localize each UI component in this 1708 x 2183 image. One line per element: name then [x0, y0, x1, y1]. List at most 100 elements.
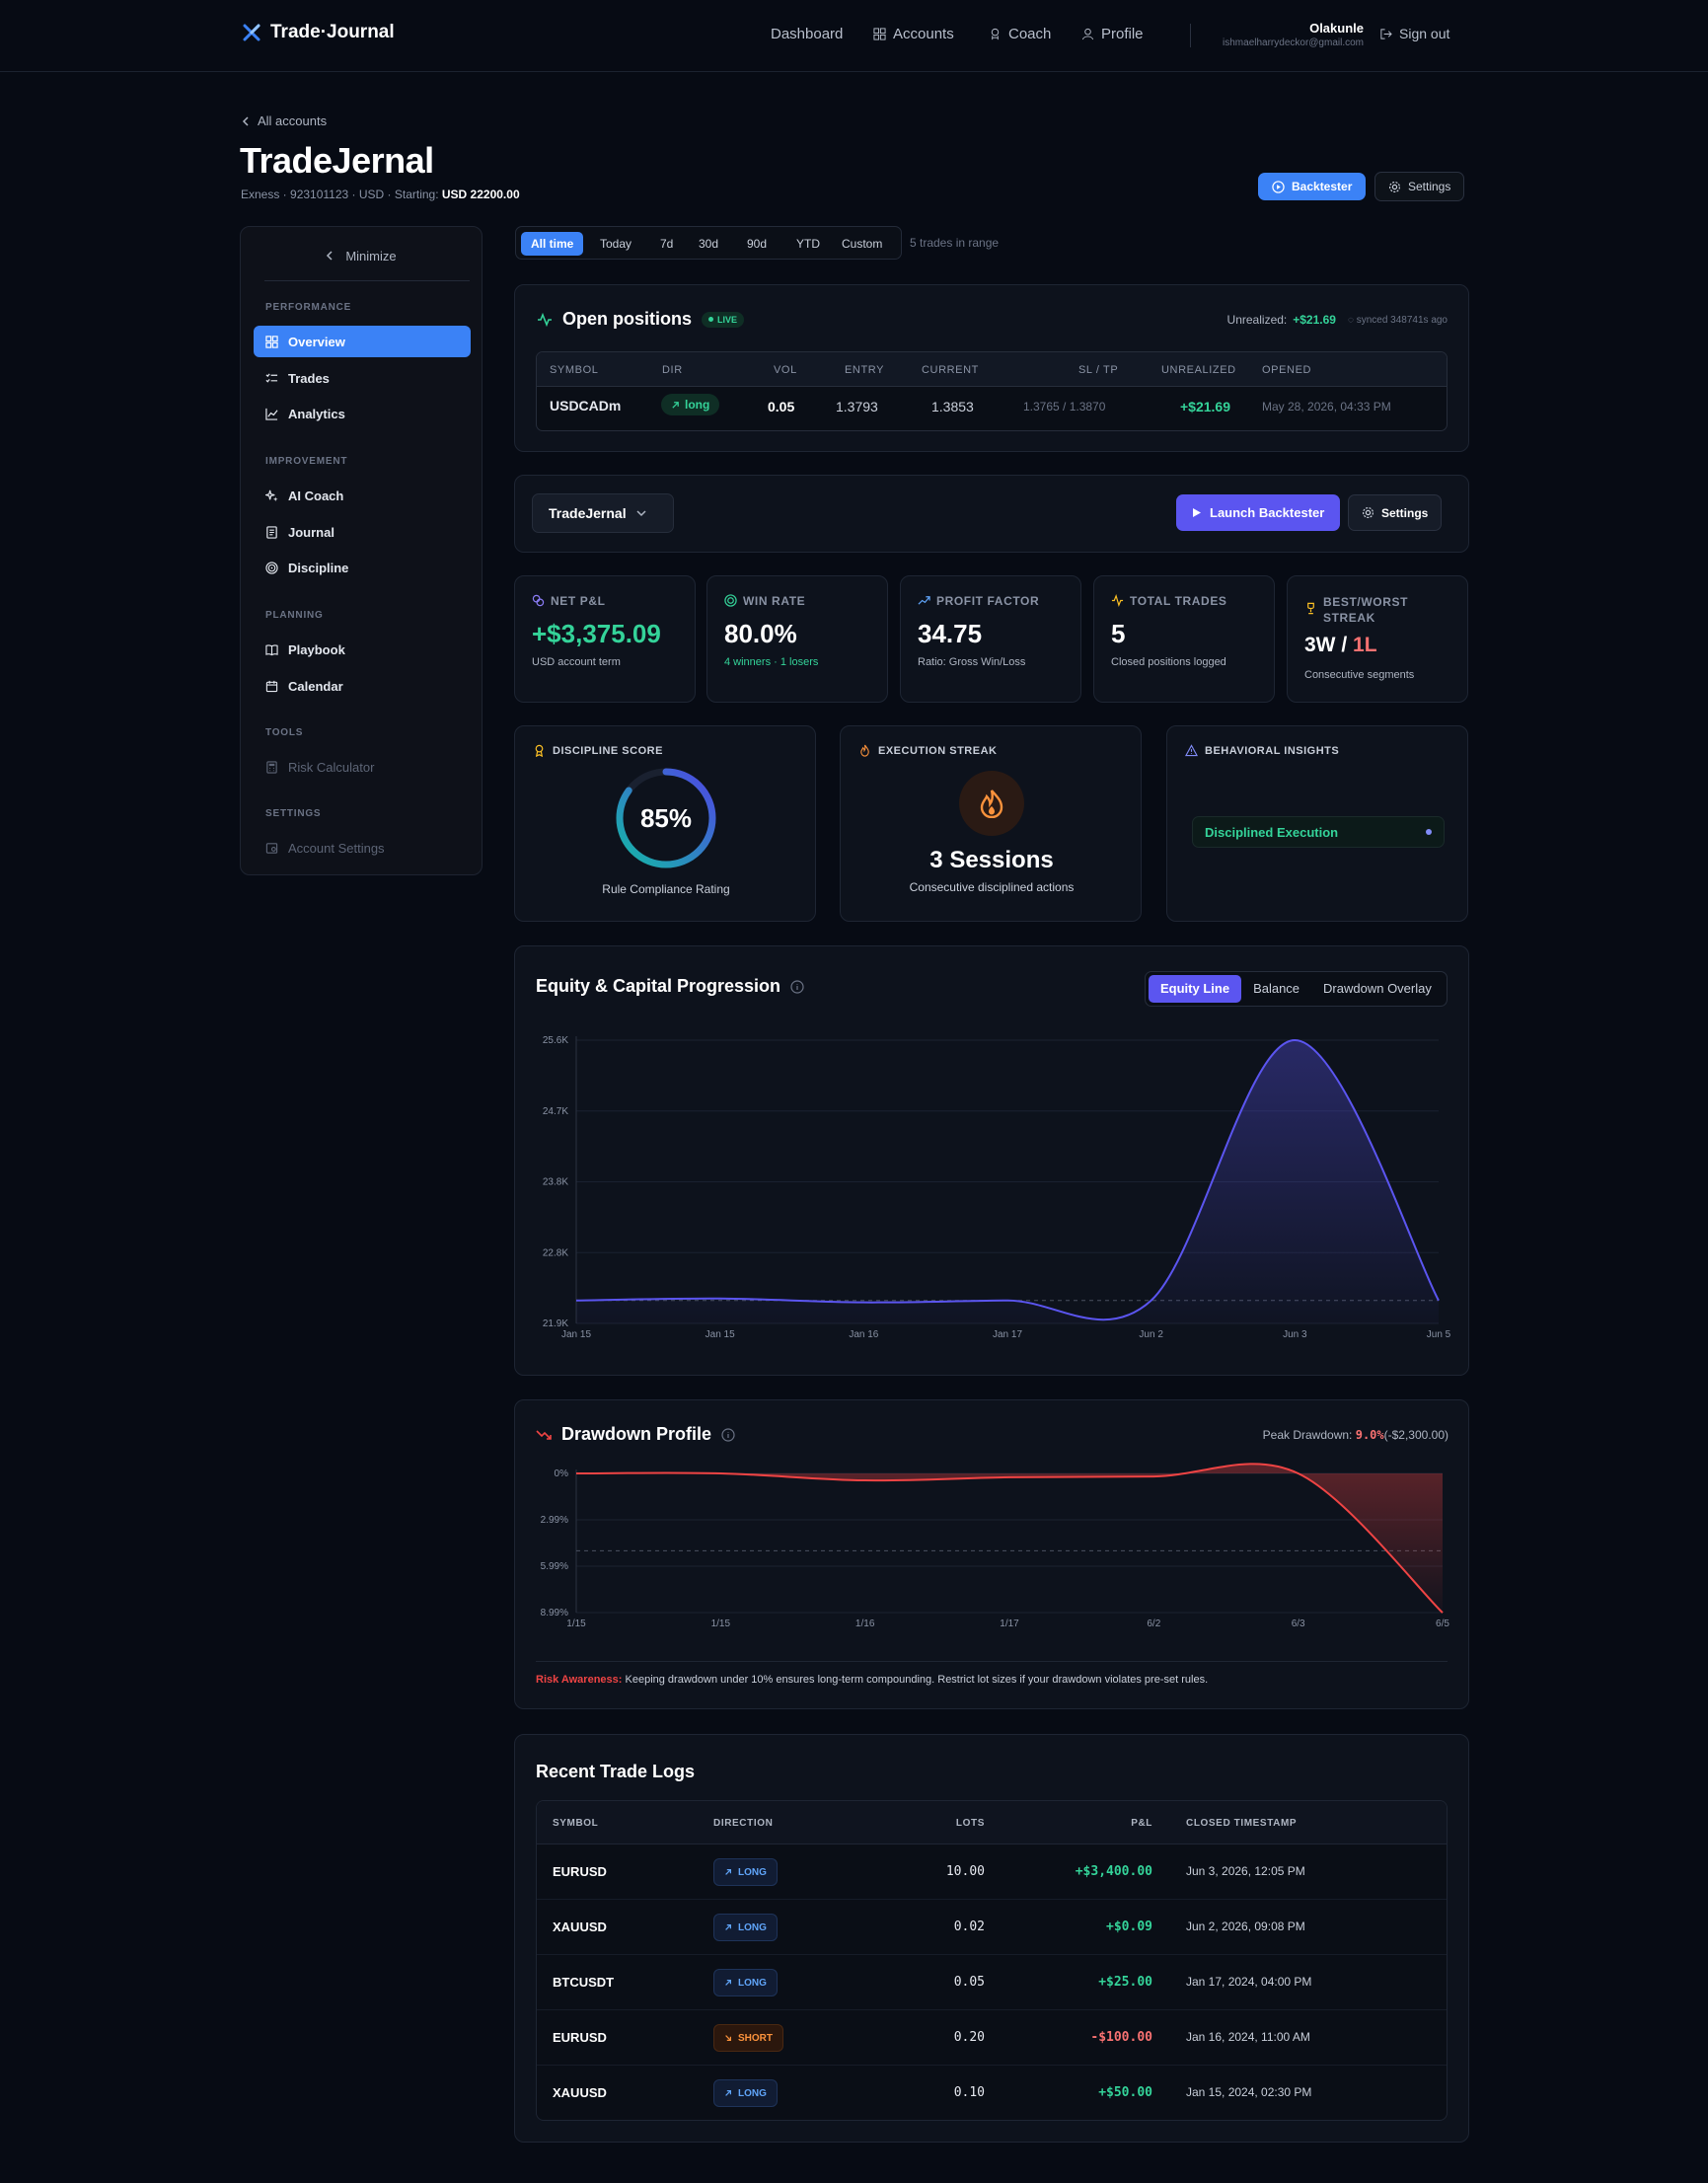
trade-direction-label: LONG — [738, 1921, 767, 1933]
trade-direction-label: SHORT — [738, 2032, 773, 2044]
nav-coach[interactable]: Coach — [989, 26, 1051, 42]
col-sltp: SL / TP — [1078, 364, 1119, 376]
live-dot — [708, 317, 714, 322]
x-tick-label: 6/5 — [1436, 1618, 1449, 1629]
sidebar-item-playbook[interactable]: Playbook — [254, 634, 471, 665]
trade-symbol: XAUUSD — [553, 1920, 607, 1934]
sidebar-item-analytics[interactable]: Analytics — [254, 398, 471, 429]
trade-row[interactable]: EURUSD LONG 10.00 +$3,400.00 Jun 3, 2026, 12… — [537, 1844, 1447, 1900]
sidebar-item-risk-calculator[interactable]: Risk Calculator — [254, 751, 471, 783]
sidebar-section-improvement: IMPROVEMENT — [265, 456, 348, 467]
nav-profile[interactable]: Profile — [1081, 26, 1144, 42]
trending-down-icon — [536, 1429, 552, 1440]
page-settings-button[interactable]: Settings — [1374, 172, 1465, 201]
col-direction: DIRECTION — [713, 1818, 774, 1829]
sidebar-item-ai-coach[interactable]: AI Coach — [254, 480, 471, 511]
trade-symbol: EURUSD — [553, 2030, 607, 2045]
equity-title: Equity & Capital Progression — [536, 976, 781, 996]
streak-value: 3W / 1L — [1304, 634, 1377, 657]
y-tick-label: 24.7K — [543, 1106, 568, 1117]
minimize-button[interactable]: Minimize — [241, 249, 482, 263]
brand-logo[interactable]: Trade·Journal — [243, 22, 395, 43]
tab-equity-line[interactable]: Equity Line — [1149, 975, 1242, 1003]
streak-wins: 3W — [1304, 634, 1336, 656]
win-rate-header: WIN RATE — [724, 594, 805, 608]
x-tick-label: 1/15 — [711, 1618, 731, 1629]
insight-item[interactable]: Disciplined Execution — [1192, 816, 1445, 848]
info-icon[interactable] — [790, 979, 804, 994]
behavioral-insights-card: BEHAVIORAL INSIGHTS Disciplined Executio… — [1166, 725, 1468, 922]
insight-text: Disciplined Execution — [1205, 824, 1339, 840]
trade-direction-badge: LONG — [713, 1914, 778, 1941]
range-chip-ytd[interactable]: YTD — [796, 237, 820, 251]
account-select[interactable]: TradeJernal — [532, 493, 674, 533]
minimize-label: Minimize — [345, 249, 397, 263]
trade-row[interactable]: EURUSD SHORT 0.20 -$100.00 Jan 16, 2024, 11:… — [537, 2010, 1447, 2066]
grid-icon — [873, 28, 886, 40]
sidebar-item-overview[interactable]: Overview — [254, 326, 471, 357]
activity-icon — [538, 312, 552, 327]
sidebar-item-trades[interactable]: Trades — [254, 362, 471, 394]
trade-row[interactable]: XAUUSD LONG 0.02 +$0.09 Jun 2, 2026, 09:08 P… — [537, 1900, 1447, 1955]
peak-drawdown-amount: (-$2,300.00) — [1383, 1428, 1448, 1442]
execution-streak-sub: Consecutive disciplined actions — [909, 880, 1075, 894]
ring-progress — [616, 768, 716, 868]
profit-factor-label: PROFIT FACTOR — [936, 594, 1040, 608]
y-tick-label: 0% — [555, 1468, 569, 1479]
sidebar-item-discipline-label: Discipline — [288, 560, 349, 575]
total-trades-sub: Closed positions logged — [1111, 656, 1226, 668]
nav-accounts-label: Accounts — [893, 26, 954, 42]
sidebar-item-journal[interactable]: Journal — [254, 516, 471, 548]
unrealized-summary: Unrealized: +$21.69 ◌ synced 348741s ago — [1227, 313, 1448, 327]
trade-closed-time: Jan 15, 2024, 02:30 PM — [1186, 2085, 1312, 2099]
range-chip-7d[interactable]: 7d — [660, 237, 674, 251]
trade-pnl: +$3,400.00 — [1075, 1864, 1152, 1879]
col-unrealized: UNREALIZED — [1161, 364, 1236, 376]
sidebar-item-calendar[interactable]: Calendar — [254, 670, 471, 702]
tab-balance[interactable]: Balance — [1253, 981, 1300, 996]
trade-row[interactable]: BTCUSDT LONG 0.05 +$25.00 Jan 17, 2024, 04:0… — [537, 1955, 1447, 2010]
position-volume: 0.05 — [768, 399, 795, 414]
sign-out-label: Sign out — [1399, 26, 1450, 41]
y-tick-label: 22.8K — [543, 1247, 568, 1258]
sidebar-item-discipline[interactable]: Discipline — [254, 552, 471, 583]
settings-panel-icon — [265, 842, 278, 854]
money-icon — [532, 594, 545, 607]
sidebar-item-account-settings-label: Account Settings — [288, 840, 385, 856]
nav-accounts[interactable]: Accounts — [873, 26, 954, 42]
range-chip-today[interactable]: Today — [600, 237, 632, 251]
play-icon — [1193, 508, 1201, 517]
gear-icon — [1388, 181, 1401, 192]
range-chip-all-time[interactable]: All time — [521, 232, 584, 256]
equity-header: Equity & Capital Progression — [536, 976, 804, 997]
gear-icon — [1362, 506, 1374, 519]
account-settings-button[interactable]: Settings — [1348, 494, 1443, 531]
range-chip-90d[interactable]: 90d — [747, 237, 768, 251]
y-tick-label: 8.99% — [541, 1608, 568, 1618]
flame-icon — [980, 790, 1003, 818]
range-chip-custom[interactable]: Custom — [842, 237, 883, 251]
tab-drawdown-overlay[interactable]: Drawdown Overlay — [1323, 981, 1432, 996]
stat-card-total-trades: TOTAL TRADES 5 Closed positions logged — [1093, 575, 1275, 703]
account-subtitle: Exness · 923101123 · USD · Starting: USD… — [241, 188, 520, 201]
position-current: 1.3853 — [931, 399, 974, 414]
arrow-up-right-icon — [672, 401, 679, 409]
arrow-up-right-icon — [725, 1980, 731, 1986]
backtester-button[interactable]: Backtester — [1258, 173, 1367, 200]
trade-direction-label: LONG — [738, 1977, 767, 1989]
sign-out-button[interactable]: Sign out — [1379, 26, 1449, 41]
sidebar-item-account-settings[interactable]: Account Settings — [254, 832, 471, 864]
stat-card-net-pnl: NET P&L +$3,375.09 USD account term — [514, 575, 696, 703]
breadcrumb-all-accounts[interactable]: All accounts — [242, 113, 327, 128]
range-chip-30d[interactable]: 30d — [699, 237, 719, 251]
nav-dashboard[interactable]: Dashboard — [771, 26, 843, 42]
trade-direction-label: LONG — [738, 2087, 767, 2099]
peak-drawdown-pct: 9.0% — [1355, 1428, 1384, 1442]
trade-row[interactable]: XAUUSD LONG 0.10 +$50.00 Jan 15, 2024, 02:30… — [537, 2066, 1447, 2120]
launch-backtester-button[interactable]: Launch Backtester — [1176, 494, 1341, 531]
insight-dot — [1426, 829, 1432, 835]
live-label: LIVE — [717, 314, 738, 325]
x-tick-label: 1/17 — [1000, 1618, 1019, 1629]
col-current: CURRENT — [922, 364, 979, 376]
info-icon[interactable] — [721, 1427, 735, 1442]
